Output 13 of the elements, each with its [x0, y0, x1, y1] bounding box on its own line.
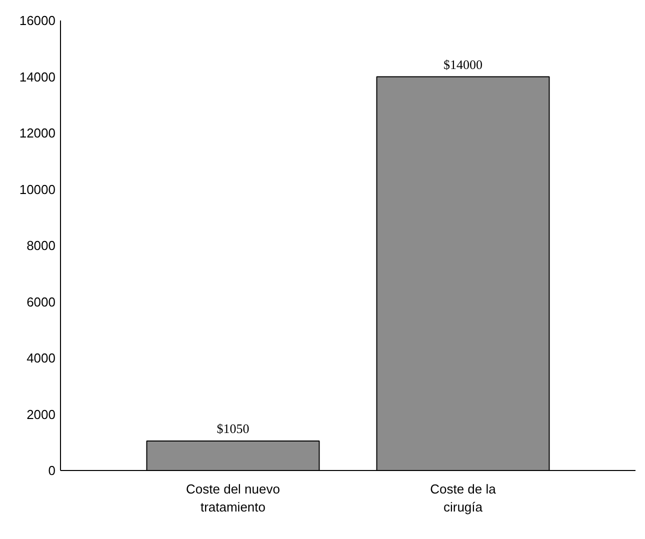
y-tick-label: 16000 [19, 13, 56, 28]
x-tick-label: Coste del nuevo tratamiento [186, 482, 280, 514]
y-tick-label: 0 [48, 463, 56, 478]
x-tick-label: Coste de la cirugía [430, 482, 497, 514]
y-tick-label: 6000 [26, 294, 56, 310]
y-tick-label: 12000 [19, 126, 56, 140]
y-tick-label: 2000 [26, 406, 56, 422]
data-label: $1050 [216, 420, 250, 436]
y-tick-label: 8000 [26, 238, 56, 253]
y-tick-label: 14000 [19, 69, 56, 84]
y-tick-label: 10000 [19, 182, 56, 197]
y-tick-label: 4000 [26, 350, 56, 366]
data-label: $14000 [444, 56, 482, 72]
